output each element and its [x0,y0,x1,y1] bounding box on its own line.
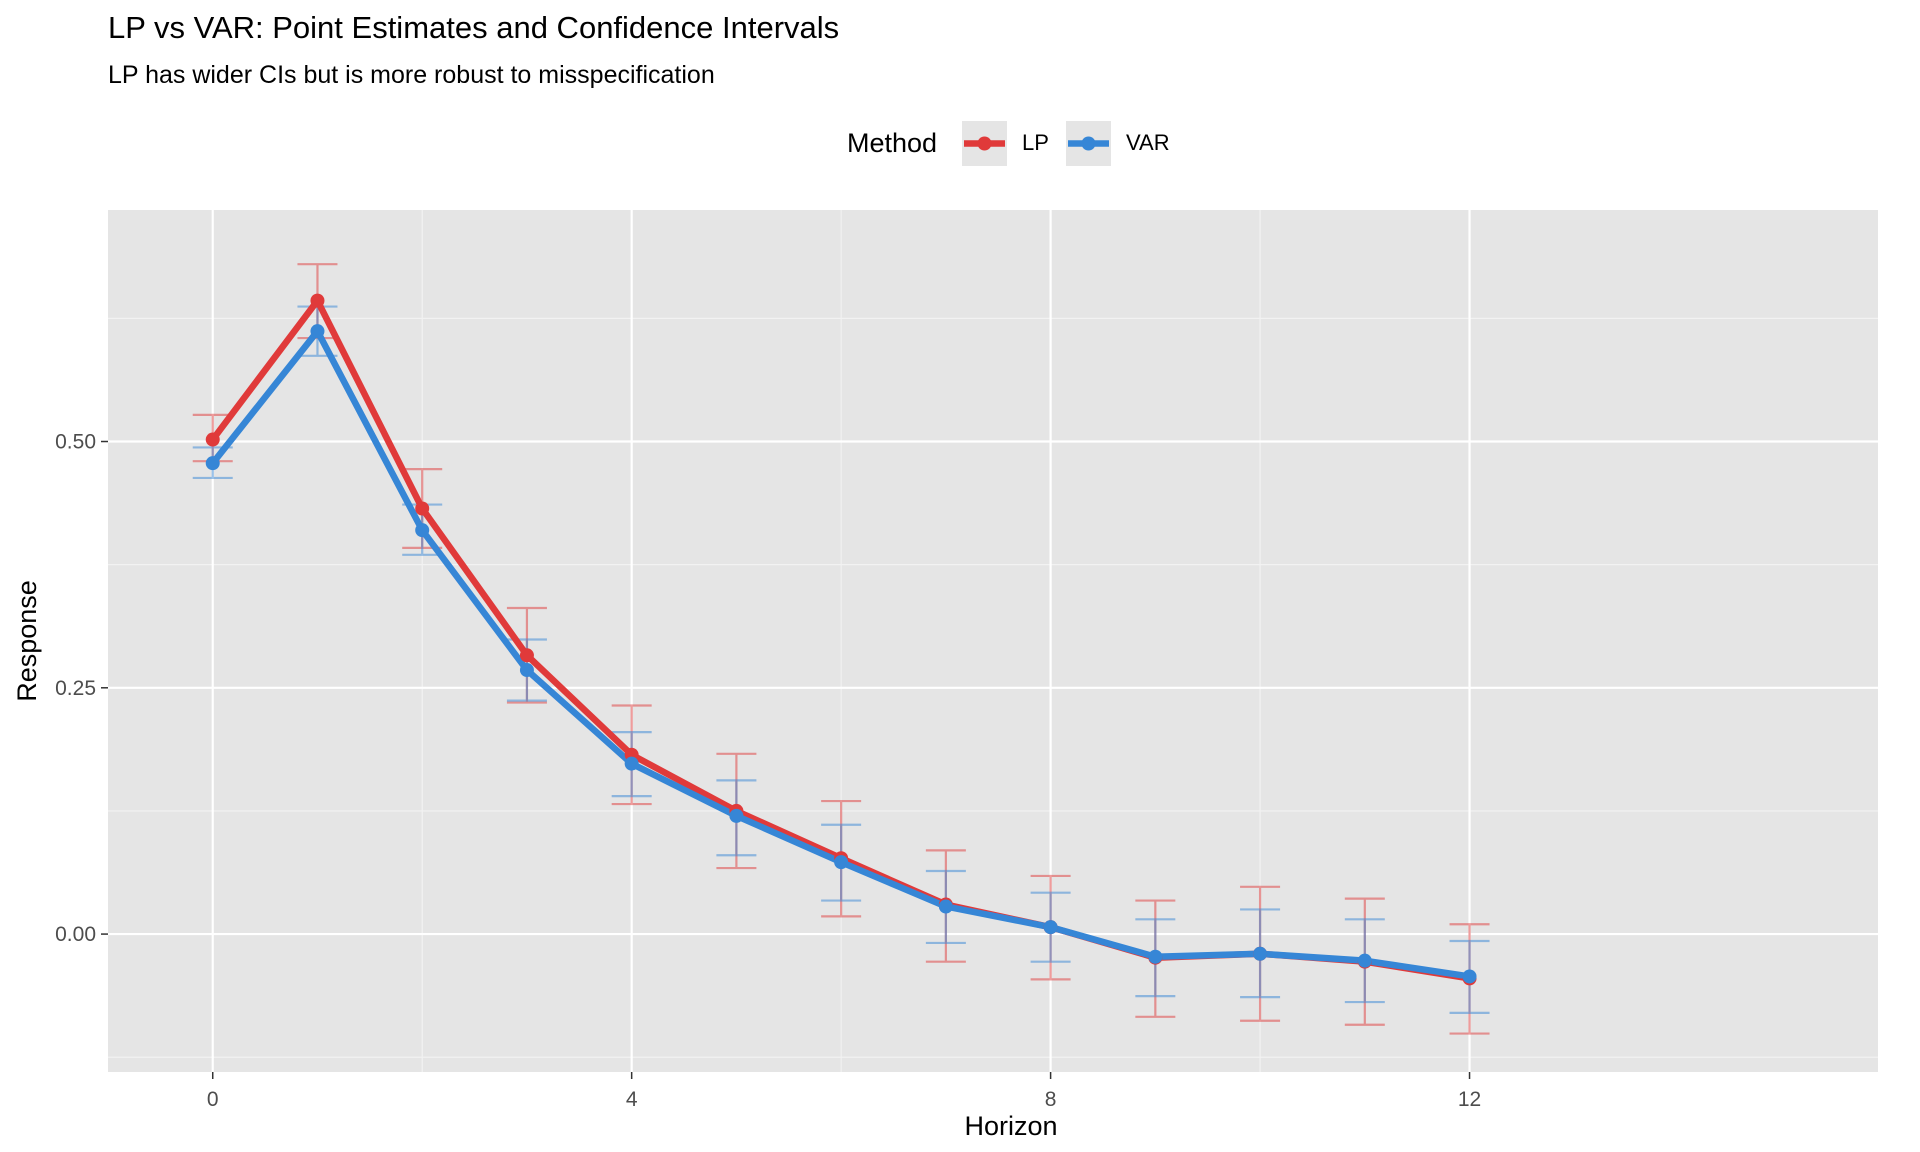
legend-label-lp: LP [1022,130,1049,155]
y-tick-label: 0.00 [55,923,96,946]
chart-subtitle: LP has wider CIs but is more robust to m… [108,61,715,89]
y-tick-label: 0.25 [55,677,96,700]
var-point [1253,946,1268,961]
plot-panel [108,210,1878,1072]
major-gridlines [108,210,1878,1072]
legend-item-var: VAR [1066,121,1170,166]
var-point [205,456,220,471]
var-point [938,899,953,914]
legend-label-var: VAR [1126,130,1170,155]
x-tick-label: 8 [1045,1088,1057,1111]
var-point [310,324,325,339]
lp-point [415,501,430,516]
var-point [415,523,430,538]
lp-point [205,432,220,447]
x-tick-label: 12 [1458,1088,1481,1111]
y-tick-label: 0.50 [55,431,96,454]
legend: Method LP VAR [847,121,1170,166]
var-point [1462,969,1477,984]
y-axis-label: Response [12,580,42,702]
var-point [729,808,744,823]
legend-title: Method [847,128,937,158]
legend-item-lp: LP [962,121,1049,166]
var-point [834,855,849,870]
var-point [1043,920,1058,935]
chart-title: LP vs VAR: Point Estimates and Confidenc… [108,10,839,45]
lp-point [310,293,325,308]
x-tick-label: 0 [207,1088,219,1111]
minor-gridlines [108,210,1878,1072]
var-point [1357,953,1372,968]
y-axis: 0.00 0.25 0.50 [55,431,108,946]
var-point [624,756,639,771]
var-point [519,663,534,678]
series-points [205,293,1477,986]
x-axis-label: Horizon [964,1111,1057,1141]
var-point [1148,949,1163,964]
legend-key-point-var [1081,136,1096,151]
legend-key-point-lp [977,136,992,151]
x-axis: 0 4 8 12 [207,1072,1481,1111]
x-tick-label: 4 [626,1088,638,1111]
lp-point [519,648,534,663]
